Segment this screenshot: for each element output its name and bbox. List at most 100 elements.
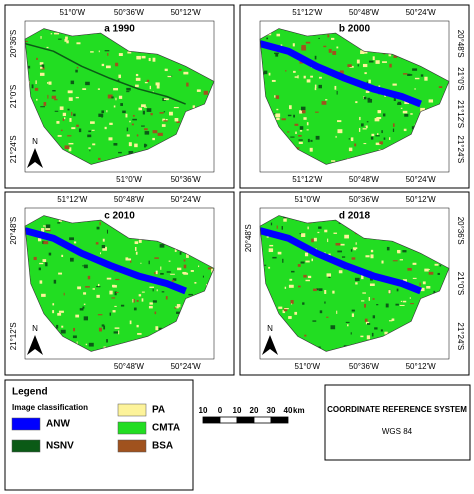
land-patch (113, 143, 118, 146)
land-patch (299, 130, 303, 132)
land-patch (363, 143, 367, 145)
legend-swatch (11, 417, 41, 431)
land-patch (132, 118, 137, 121)
land-patch (144, 131, 150, 135)
land-patch (76, 341, 78, 345)
land-patch (324, 289, 327, 294)
land-patch (419, 282, 421, 286)
land-patch (305, 260, 310, 263)
land-patch (135, 73, 139, 77)
land-patch (343, 345, 347, 347)
land-patch (293, 70, 296, 73)
land-patch (87, 134, 92, 138)
land-patch (173, 106, 179, 109)
land-patch (325, 99, 328, 101)
land-patch (328, 48, 332, 53)
north-arrow (262, 335, 278, 355)
land-patch (133, 299, 135, 303)
land-patch (138, 294, 142, 297)
land-patch (278, 306, 283, 309)
crs-name: WGS 84 (382, 427, 413, 436)
land-patch (298, 135, 302, 137)
land-patch (389, 63, 392, 68)
right-tick-label: 20°48'S (456, 30, 465, 58)
land-patch (335, 242, 341, 246)
land-cover (25, 28, 214, 165)
land-patch (160, 272, 164, 275)
land-patch (348, 147, 353, 152)
land-patch (118, 74, 121, 78)
land-patch (311, 238, 315, 243)
land-patch (83, 316, 88, 321)
land-patch (61, 325, 64, 328)
legend-swatch (117, 403, 147, 417)
land-patch (39, 62, 44, 65)
scale-segment (270, 416, 289, 424)
land-patch (275, 53, 279, 57)
land-patch (362, 292, 366, 294)
land-patch (403, 128, 407, 132)
land-patch (148, 260, 150, 265)
land-patch (40, 106, 45, 108)
land-patch (356, 59, 360, 64)
right-tick-label: 21°0'S (456, 272, 465, 295)
crs-box (324, 384, 471, 461)
land-patch (381, 260, 384, 264)
land-patch (404, 100, 410, 105)
bottom-tick-label: 50°48'W (114, 362, 145, 371)
land-patch (275, 95, 280, 99)
land-patch (142, 110, 145, 115)
land-patch (424, 268, 429, 272)
land-patch (289, 105, 292, 110)
land-patch (370, 254, 374, 259)
land-patch (439, 264, 442, 267)
land-patch (190, 270, 194, 272)
land-patch (169, 111, 173, 116)
land-patch (288, 316, 292, 319)
land-patch (294, 123, 299, 126)
land-patch (58, 38, 62, 40)
land-patch (276, 33, 281, 37)
right-tick-label: 21°0'S (456, 67, 465, 90)
land-patch (73, 241, 77, 244)
land-patch (367, 98, 373, 103)
land-patch (365, 255, 370, 258)
land-patch (109, 122, 113, 125)
land-patch (77, 286, 82, 290)
north-label: N (267, 324, 273, 333)
land-patch (351, 309, 355, 312)
land-patch (138, 107, 142, 111)
land-patch (400, 300, 403, 302)
left-tick-label: 21°12'S (9, 322, 18, 350)
land-patch (106, 277, 112, 280)
land-patch (73, 327, 76, 332)
land-patch (303, 117, 307, 120)
land-patch (428, 271, 434, 275)
land-patch (71, 127, 76, 130)
land-patch (149, 302, 153, 305)
land-patch (83, 303, 86, 305)
land-patch (410, 113, 413, 115)
land-patch (298, 141, 303, 144)
land-patch (88, 342, 94, 347)
land-patch (115, 291, 119, 293)
land-patch (78, 128, 82, 133)
land-patch (368, 297, 370, 301)
land-patch (358, 127, 361, 132)
land-patch (314, 84, 317, 89)
land-patch (114, 327, 120, 329)
land-patch (54, 110, 59, 112)
right-tick-label: 20°36'S (456, 217, 465, 245)
land-patch (82, 306, 85, 309)
north-arrow (27, 148, 43, 168)
land-patch (47, 94, 49, 99)
land-patch (287, 114, 292, 117)
land-patch (102, 238, 105, 242)
land-patch (59, 106, 64, 110)
land-patch (364, 303, 366, 308)
land-patch (374, 327, 378, 330)
land-patch (96, 226, 100, 230)
land-patch (211, 268, 214, 273)
scale-label: 40 (284, 406, 293, 415)
land-patch (176, 120, 180, 123)
